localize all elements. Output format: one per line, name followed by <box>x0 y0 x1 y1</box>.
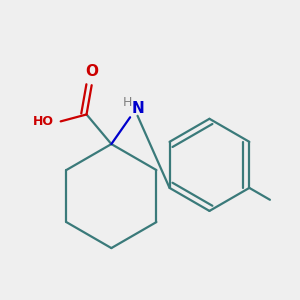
Text: O: O <box>85 64 98 79</box>
Text: H: H <box>123 96 132 109</box>
Text: N: N <box>132 101 144 116</box>
Text: HO: HO <box>33 115 54 128</box>
